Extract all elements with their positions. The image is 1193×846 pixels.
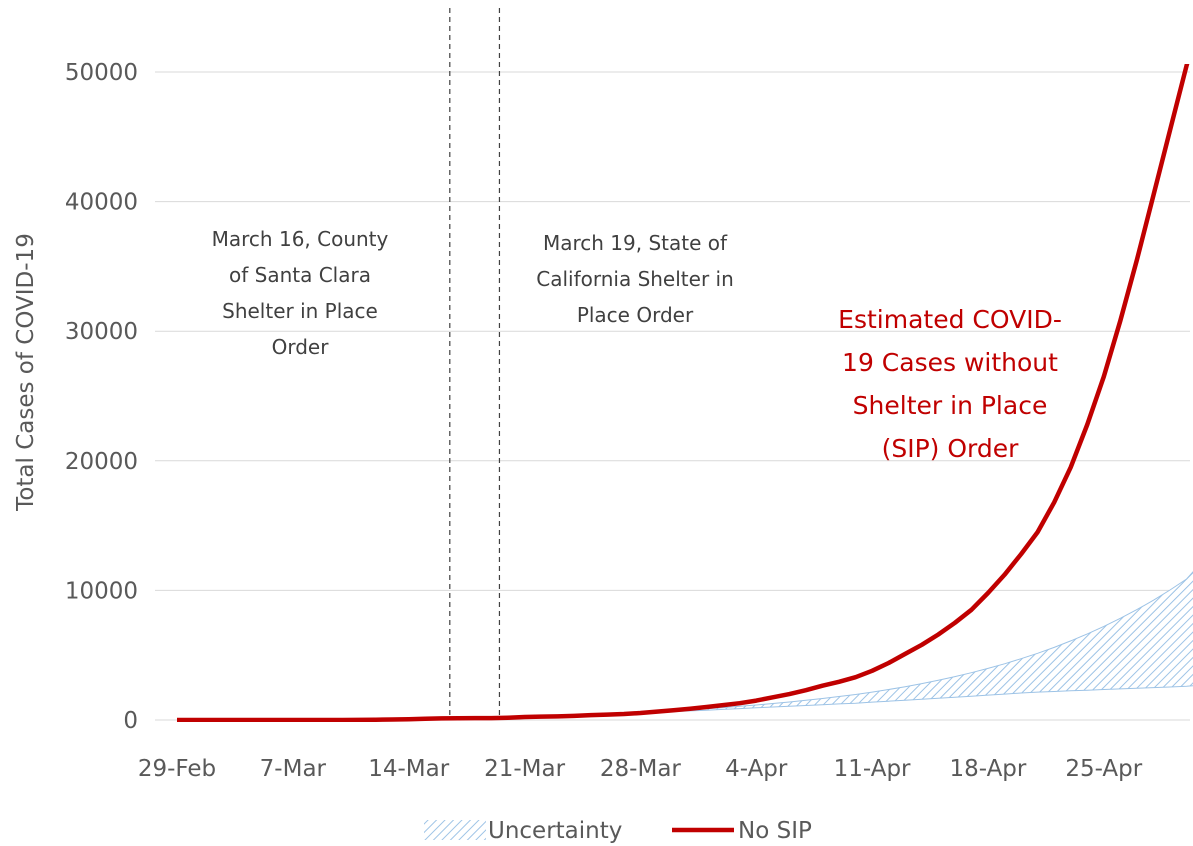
y-tick-label: 50000 [65, 60, 138, 86]
x-tick-label: 25-Apr [1065, 756, 1142, 782]
uncertainty-band [177, 571, 1193, 721]
x-tick-label: 28-Mar [600, 756, 682, 782]
y-tick-label: 30000 [65, 319, 138, 345]
annotation-text: March 16, County [212, 227, 389, 251]
annotation-text: of Santa Clara [229, 263, 371, 287]
legend: Uncertainty No SIP [424, 818, 812, 844]
x-tick-label: 11-Apr [834, 756, 911, 782]
series-lines [177, 64, 1190, 722]
annotation-text: Shelter in Place [222, 299, 378, 323]
legend-label: Uncertainty [488, 818, 622, 844]
annotation-text: Place Order [577, 303, 694, 327]
y-tick-label: 10000 [65, 578, 138, 604]
annotation-text: Order [272, 335, 330, 359]
x-tick-label: 7-Mar [260, 756, 327, 782]
annotation-text: March 19, State of [543, 231, 728, 255]
legend-label: No SIP [738, 818, 812, 844]
uncertainty-area [177, 571, 1193, 721]
x-tick-label: 29-Feb [138, 756, 216, 782]
annotations: March 16, County of Santa Clara Shelter in… [212, 227, 1062, 463]
callout-text: 19 Cases without [842, 348, 1058, 377]
callout-text: Shelter in Place [853, 391, 1048, 420]
legend-swatch-uncertainty [424, 820, 486, 840]
y-axis-title: Total Cases of COVID-19 [13, 233, 39, 512]
no-sip-line [177, 64, 1190, 722]
x-tick-label: 4-Apr [725, 756, 788, 782]
y-axis-tick-labels: 0 10000 20000 30000 40000 50000 [65, 60, 138, 734]
y-tick-label: 20000 [65, 449, 138, 475]
x-tick-label: 14-Mar [368, 756, 450, 782]
annotation-text: California Shelter in [536, 267, 734, 291]
x-axis-tick-labels: 29-Feb 7-Mar 14-Mar 21-Mar 28-Mar 4-Apr 11-Apr… [138, 756, 1143, 782]
callout-text: Estimated COVID- [838, 305, 1062, 334]
x-tick-label: 18-Apr [950, 756, 1027, 782]
x-tick-label: 21-Mar [484, 756, 566, 782]
order-date-markers [449, 8, 501, 720]
gridlines [155, 71, 1190, 721]
callout-text: (SIP) Order [882, 434, 1020, 463]
y-tick-label: 40000 [65, 190, 138, 216]
y-tick-label: 0 [123, 708, 138, 734]
